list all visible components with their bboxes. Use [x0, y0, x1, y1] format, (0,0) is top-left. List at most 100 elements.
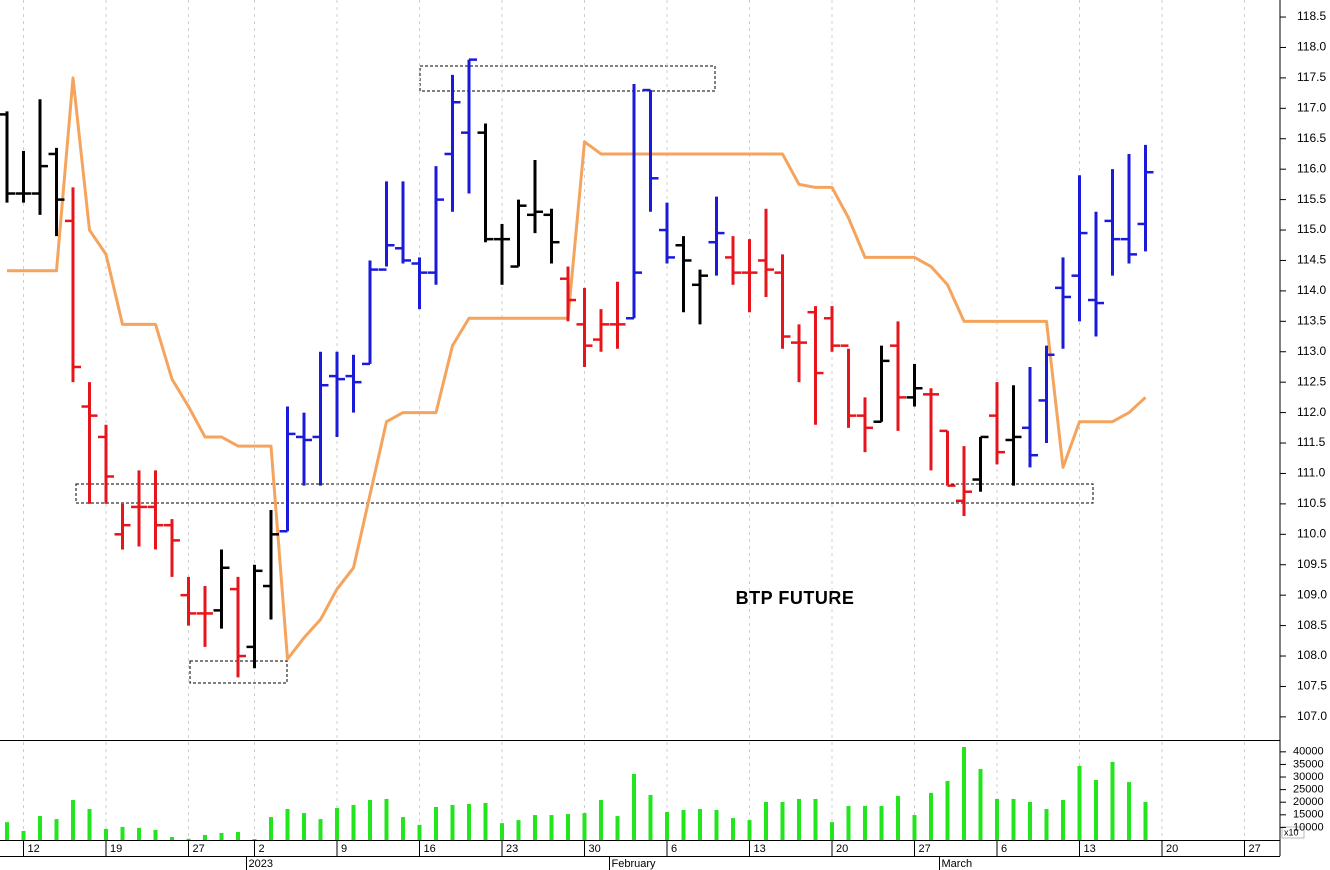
x-tick-label: 20 [1166, 843, 1178, 855]
volume-bar [302, 813, 306, 840]
volume-bar [1061, 799, 1065, 840]
volume-bar [335, 808, 339, 840]
volume-bar [813, 798, 818, 840]
volume-bar [995, 798, 999, 840]
y-tick-label: 114.0 [1297, 283, 1326, 297]
volume-bar [566, 814, 570, 840]
volume-bar [714, 810, 719, 840]
y-tick-label: 108.0 [1297, 648, 1327, 662]
volume-bar [467, 803, 471, 840]
x-tick-label: 27 [193, 843, 205, 855]
y-tick-label: 118.0 [1297, 40, 1326, 54]
y-tick-label: 111.5 [1297, 435, 1326, 449]
volume-bar [71, 799, 75, 840]
volume-bar [1028, 801, 1032, 840]
indicator-line [7, 76, 1147, 661]
volume-bar [483, 802, 488, 840]
volume-bar [747, 820, 752, 840]
volume-bar [912, 815, 917, 840]
month-label: February [612, 858, 657, 870]
volume-bar [1143, 801, 1148, 840]
volume-tick-label: 20000 [1293, 796, 1324, 808]
volume-bar [434, 807, 438, 840]
volume-bar [1094, 780, 1098, 840]
volume-unit-label: x10 [1284, 827, 1299, 837]
volume-bar [1110, 761, 1115, 840]
y-tick-label: 114.5 [1297, 253, 1326, 267]
y-tick-label: 115.0 [1297, 222, 1326, 236]
volume-bar [599, 799, 603, 840]
volume-bar [615, 816, 620, 840]
volume-bar [516, 820, 521, 840]
y-tick-label: 116.5 [1297, 131, 1326, 145]
volume-bar [549, 815, 554, 840]
x-tick-label: 6 [671, 843, 677, 855]
month-label: 2023 [249, 858, 273, 870]
volume-bar [830, 822, 834, 840]
volume-bar [5, 822, 9, 840]
low-box [189, 660, 288, 684]
volume-bar [21, 830, 26, 840]
volume-bar [731, 818, 735, 840]
volume-bar [896, 795, 900, 840]
volume-bar [1044, 809, 1049, 840]
volume-tick-label: 35000 [1293, 758, 1324, 770]
x-tick-label: 6 [1001, 843, 1007, 855]
volume-bar [417, 824, 422, 840]
x-tick-label: 16 [424, 843, 436, 855]
y-tick-label: 109.0 [1297, 587, 1327, 601]
y-tick-label: 115.5 [1297, 192, 1326, 206]
volume-bar [945, 781, 950, 840]
x-tick-label: 23 [506, 843, 518, 855]
y-tick-label: 107.0 [1297, 709, 1327, 723]
volume-bar [203, 834, 207, 840]
volume-bar [219, 832, 224, 840]
x-tick-label: 19 [110, 843, 122, 855]
volume-bar [1011, 798, 1016, 840]
volume-bar [978, 768, 983, 840]
volume-tick-label: 25000 [1293, 784, 1324, 796]
volume-bar [681, 810, 686, 840]
volume-bar [500, 823, 504, 840]
x-tick-label: 13 [1084, 843, 1096, 855]
y-tick-label: 118.5 [1297, 9, 1326, 23]
volume-bar [764, 801, 768, 840]
y-tick-label: 117.5 [1297, 70, 1326, 84]
y-tick-label: 117.0 [1297, 100, 1326, 114]
volume-bar [351, 804, 356, 840]
volume-bar [929, 792, 933, 840]
volume-bar [236, 831, 240, 840]
volume-bar [137, 827, 141, 840]
x-tick-label: 20 [836, 843, 848, 855]
volume-bar [170, 836, 174, 840]
x-tick-label: 27 [919, 843, 931, 855]
volume-bar [863, 805, 867, 840]
volume-bar [533, 815, 537, 840]
volume-bar [104, 828, 108, 840]
x-tick-label: 12 [28, 843, 40, 855]
volume-tick-label: 15000 [1293, 809, 1324, 821]
volume-bar [698, 809, 702, 840]
volume-bar [648, 794, 653, 840]
volume-bar [1127, 782, 1131, 840]
volume-bar [879, 805, 884, 840]
volume-bar [780, 801, 785, 840]
volume-bar [582, 813, 587, 840]
volume-bar [186, 838, 191, 840]
y-tick-label: 111.0 [1297, 466, 1326, 480]
y-tick-label: 113.0 [1297, 344, 1326, 358]
volume-bar [120, 826, 125, 840]
volume-bar [632, 774, 636, 840]
x-tick-label: 27 [1249, 843, 1261, 855]
volume-bar [153, 829, 158, 840]
volume-bar [285, 809, 290, 840]
y-tick-label: 110.0 [1297, 526, 1326, 540]
y-tick-label: 113.5 [1297, 313, 1326, 327]
volume-bar [38, 816, 42, 840]
volume-bar [962, 747, 966, 840]
volume-bar [269, 817, 273, 840]
annotation: BTP FUTURE [736, 588, 855, 608]
x-tick-label: 30 [589, 843, 601, 855]
